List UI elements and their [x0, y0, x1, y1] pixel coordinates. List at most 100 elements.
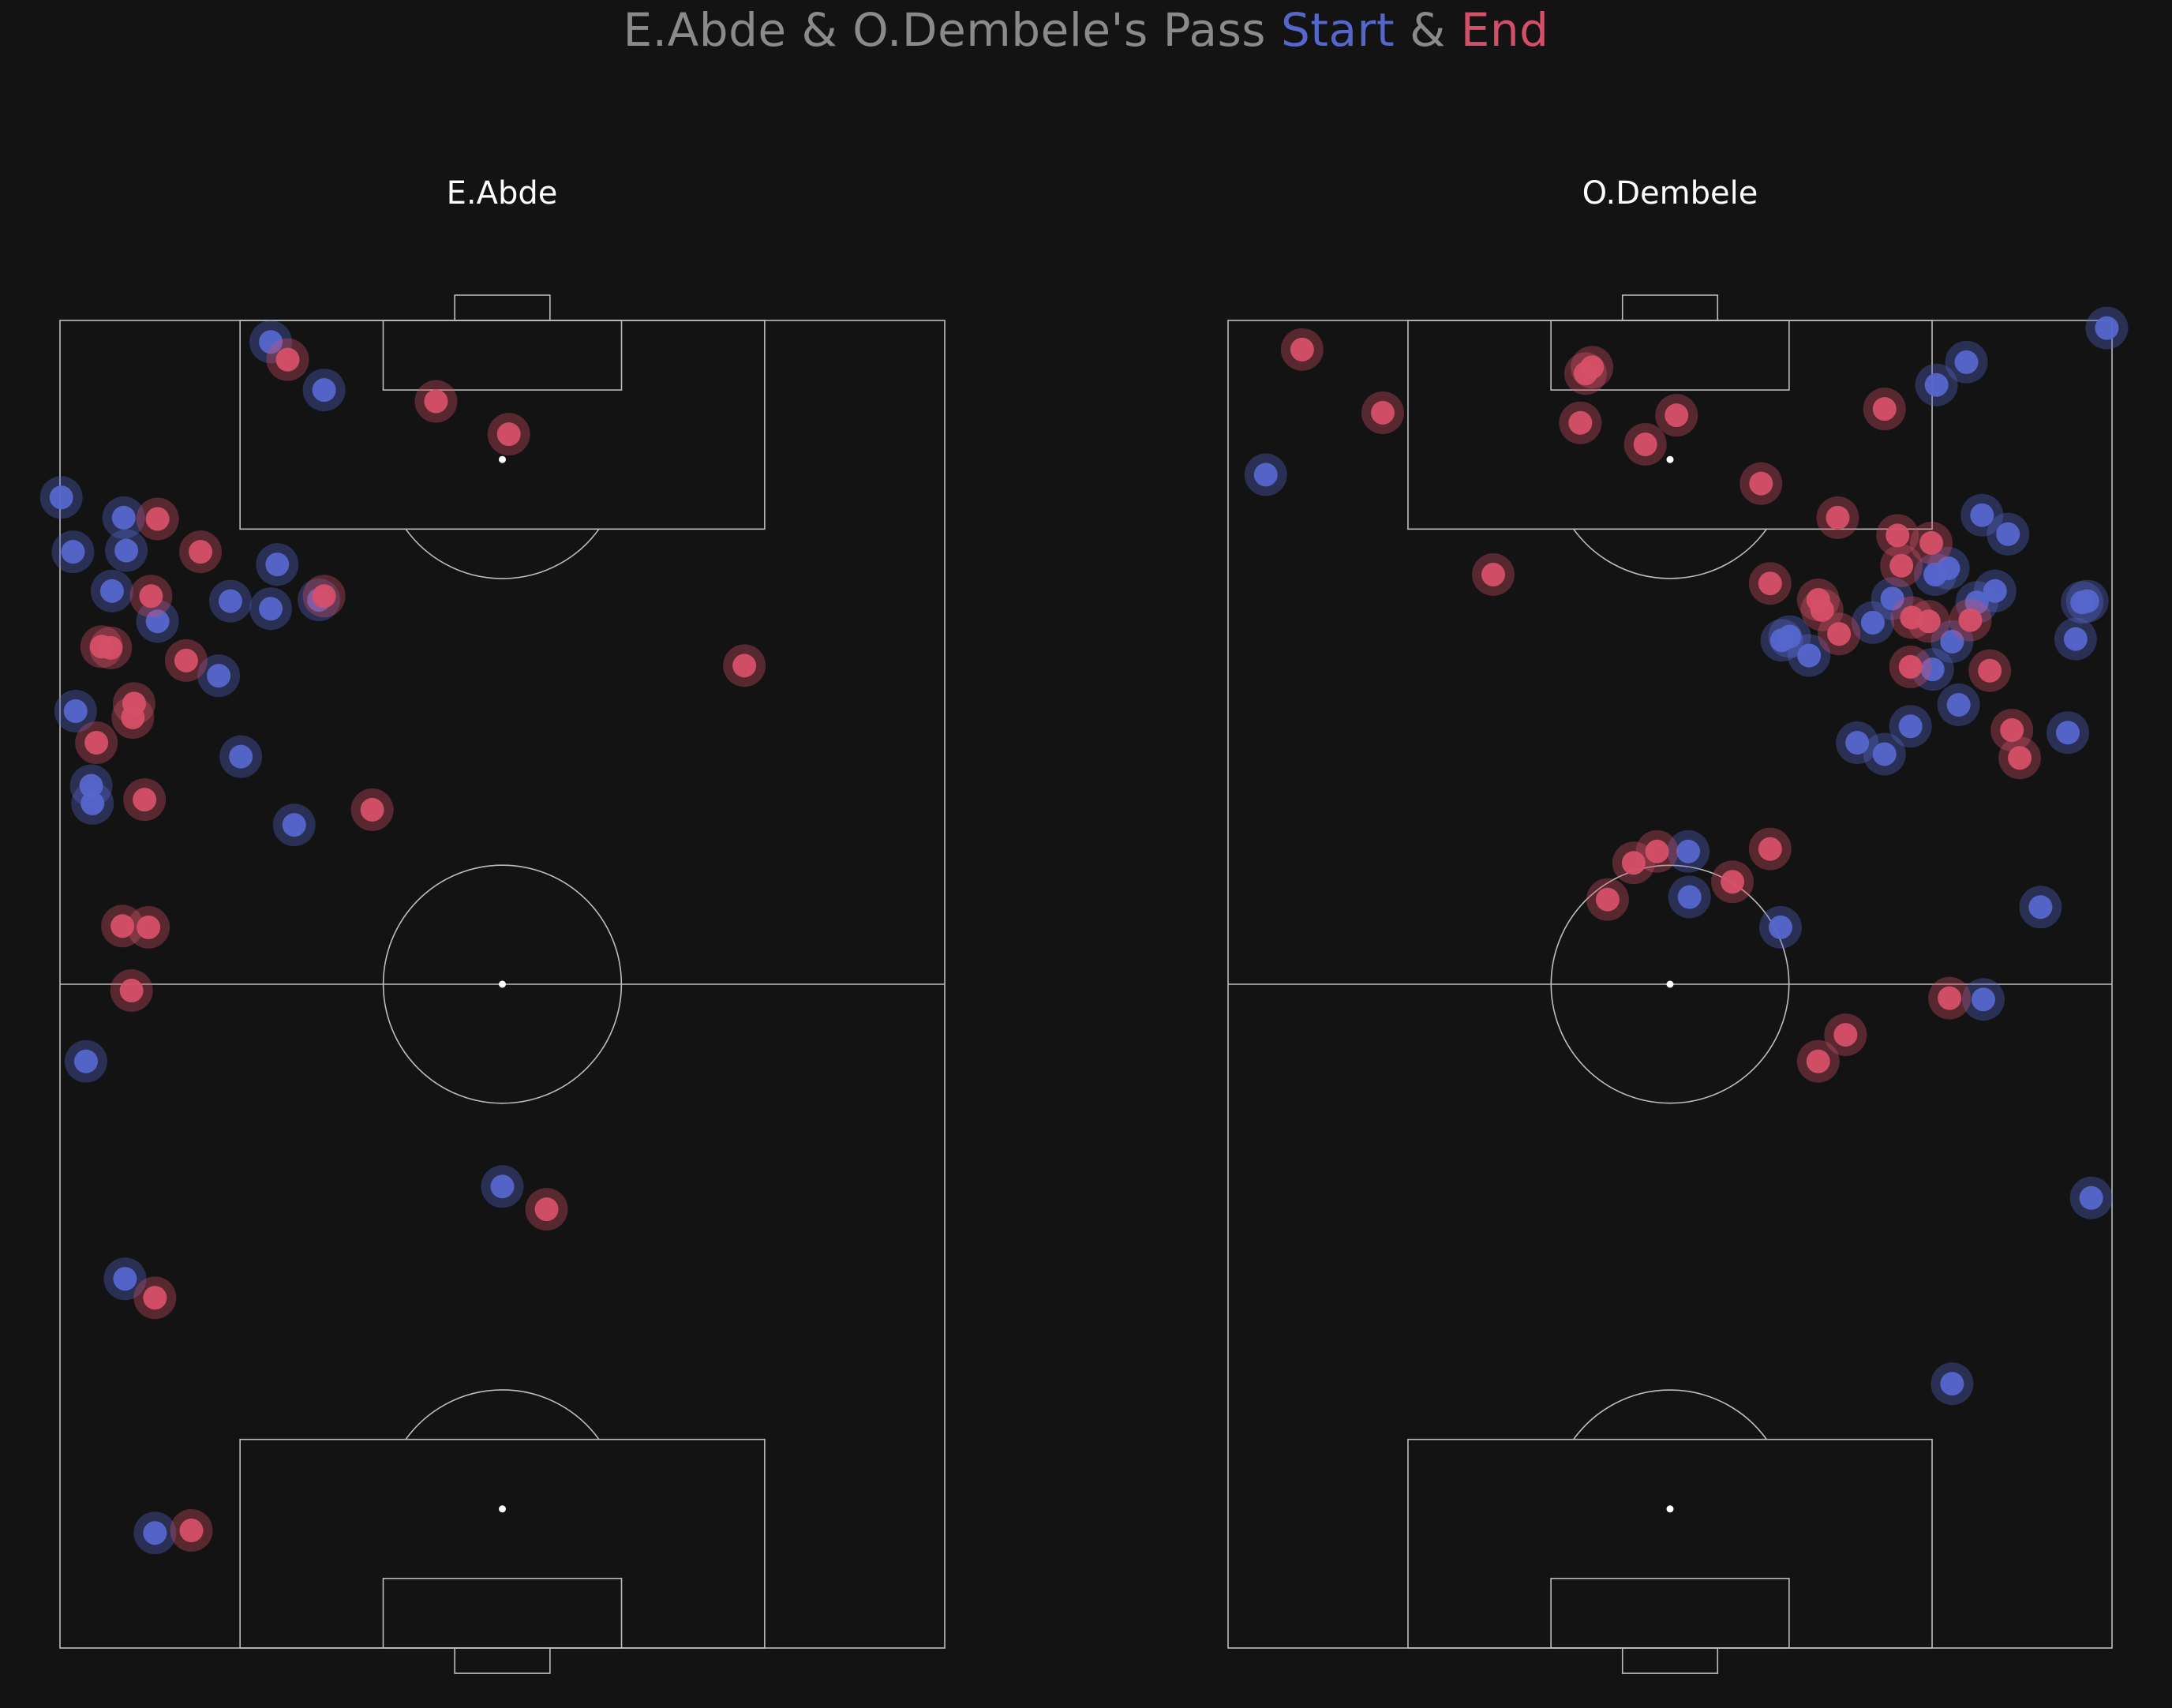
point-core: [1940, 629, 1964, 654]
pass-start-point: [54, 689, 97, 732]
pass-end-point: [1863, 388, 1906, 431]
point-core: [73, 1049, 98, 1073]
point-core: [1924, 373, 1949, 397]
pass-start-point: [136, 600, 179, 643]
pass-start-point: [102, 496, 145, 539]
point-core: [1633, 432, 1657, 456]
pass-end-point: [1876, 514, 1919, 557]
pass-start-point: [2047, 711, 2089, 755]
pass-end-point: [1361, 391, 1404, 434]
pass-start-point: [64, 1039, 107, 1083]
point-core: [179, 1519, 204, 1543]
point-core: [312, 584, 336, 609]
point-core: [1860, 610, 1885, 635]
penalty-area-bottom: [239, 1438, 766, 1649]
pass-end-point: [1748, 827, 1792, 871]
pass-start-point: [1244, 453, 1287, 496]
pass-end-point: [723, 644, 766, 687]
point-core: [1872, 397, 1897, 421]
goal-bottom: [1621, 1647, 1719, 1674]
pass-end-point: [111, 695, 155, 739]
pass-start-point: [71, 781, 114, 825]
pass-start-point: [103, 1257, 147, 1301]
point-core: [99, 579, 124, 603]
pass-end-point: [302, 575, 346, 618]
point-core: [111, 505, 136, 530]
six-yard-box-bottom: [382, 1578, 623, 1649]
point-core: [174, 648, 198, 672]
point-core: [732, 654, 757, 678]
point-core: [2070, 590, 2095, 615]
pass-end-point: [1748, 562, 1792, 605]
pass-end-point: [1990, 709, 2034, 752]
pass-start-point: [105, 529, 148, 572]
title-start-word: Start: [1280, 3, 1395, 57]
pass-end-point: [1880, 544, 1923, 587]
pass-start-point: [1788, 634, 1831, 677]
series-end-abde: [75, 338, 766, 1553]
point-core: [1940, 1372, 1964, 1396]
point-core: [1568, 410, 1593, 435]
pass-end-point: [1612, 841, 1655, 885]
point-core: [1923, 562, 1947, 586]
point-core: [119, 979, 144, 1003]
penalty-spot-bottom: [499, 1505, 506, 1513]
point-core: [143, 1521, 167, 1545]
pass-start-point: [1851, 601, 1894, 644]
pass-start-point: [1836, 721, 1879, 765]
point-core: [1971, 987, 1995, 1012]
point-core: [2079, 1185, 2103, 1210]
pass-start-point: [2019, 886, 2062, 929]
point-core: [113, 1267, 137, 1291]
title-end-word: End: [1460, 3, 1549, 57]
pass-end-point: [1800, 588, 1844, 631]
pass-end-point: [350, 788, 394, 831]
pass-start-point: [1889, 705, 1932, 748]
point-core: [133, 788, 157, 812]
series-start-dembele: [1244, 306, 2129, 1406]
point-core: [1253, 463, 1278, 487]
pass-end-point: [1889, 645, 1932, 688]
point-core: [139, 584, 163, 609]
pass-end-point: [1739, 462, 1783, 505]
penalty-area-bottom: [1407, 1438, 1933, 1649]
point-core: [1996, 522, 2020, 546]
pass-start-point: [1871, 577, 1914, 620]
point-core: [1290, 337, 1314, 361]
pass-start-point: [1668, 875, 1711, 919]
point-core: [282, 813, 306, 837]
point-core: [1919, 530, 1944, 555]
point-core: [1749, 471, 1773, 496]
pass-start-point: [1945, 340, 1988, 384]
point-core: [1872, 742, 1897, 766]
pass-end-point: [1563, 352, 1607, 395]
point-core: [259, 597, 283, 621]
point-core: [1827, 622, 1852, 646]
pass-start-point: [2061, 581, 2104, 624]
point-core: [1889, 553, 1914, 578]
pass-start-point: [1760, 619, 1803, 662]
pass-start-point: [197, 654, 241, 698]
pass-end-point: [1559, 401, 1602, 444]
point-core: [360, 797, 384, 822]
pass-end-point: [1907, 600, 1950, 643]
pass-end-point: [414, 380, 458, 423]
pass-end-point: [1472, 552, 1515, 596]
pass-start-point: [1960, 493, 2004, 537]
point-core: [1958, 608, 1983, 632]
point-core: [114, 538, 139, 563]
point-core: [81, 791, 105, 815]
point-core: [1920, 657, 1945, 682]
point-core: [1946, 692, 1971, 717]
pass-end-point: [123, 778, 167, 822]
pass-start-point: [1759, 905, 1802, 949]
point-core: [1573, 361, 1597, 386]
pass-end-point: [1928, 976, 1972, 1020]
point-core: [2095, 316, 2119, 340]
point-core: [63, 699, 88, 723]
pass-end-point: [1968, 649, 2012, 692]
point-core: [61, 540, 85, 564]
pass-end-point: [89, 626, 133, 669]
pass-end-point: [1655, 394, 1698, 437]
